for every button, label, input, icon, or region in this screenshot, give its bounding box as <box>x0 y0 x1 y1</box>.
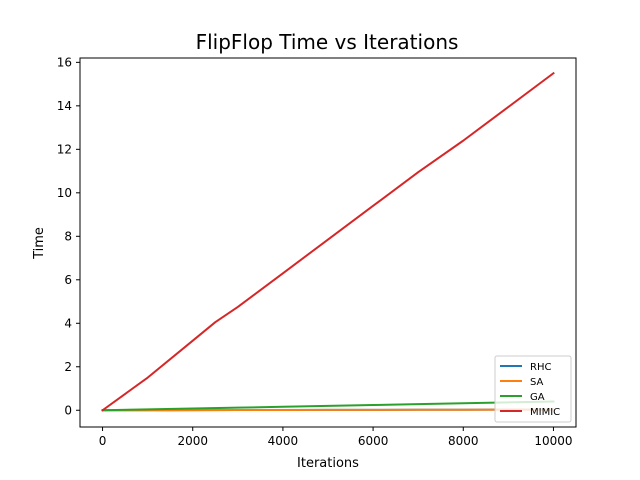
x-tick-label: 4000 <box>268 434 299 448</box>
legend-frame <box>494 355 572 423</box>
y-axis-label: Time <box>32 227 47 260</box>
chart-title: FlipFlop Time vs Iterations <box>196 30 459 54</box>
x-tick-label: 2000 <box>177 434 208 448</box>
x-tick-label: 10000 <box>534 434 572 448</box>
series-line-ga <box>101 400 555 412</box>
y-tick-label: 16 <box>57 55 72 69</box>
y-tick-label: 2 <box>64 360 72 374</box>
y-tick-label: 10 <box>57 186 72 200</box>
x-axis: 0 2000 4000 6000 8000 10000 <box>99 427 573 448</box>
x-tick-label: 0 <box>99 434 107 448</box>
legend-label-sa: SA <box>530 377 544 388</box>
legend-label-rhc: RHC <box>530 362 551 373</box>
series-line-sa <box>101 408 555 412</box>
y-tick-label: 8 <box>64 229 72 243</box>
legend-label-ga: GA <box>530 392 545 403</box>
x-tick-label: 6000 <box>358 434 389 448</box>
series-layer <box>101 71 555 412</box>
series-line-mimic <box>101 71 555 412</box>
y-axis: 0 2 4 6 8 10 12 14 16 <box>57 55 80 417</box>
x-tick-label: 8000 <box>448 434 479 448</box>
y-tick-label: 0 <box>64 403 72 417</box>
x-axis-label: Iterations <box>297 456 359 471</box>
y-tick-label: 4 <box>64 316 72 330</box>
y-tick-label: 6 <box>64 273 72 287</box>
y-tick-label: 12 <box>57 142 72 156</box>
y-tick-label: 14 <box>57 99 72 113</box>
legend-label-mimic: MIMIC <box>530 407 560 418</box>
legend: RHC SA GA MIMIC <box>494 355 572 423</box>
